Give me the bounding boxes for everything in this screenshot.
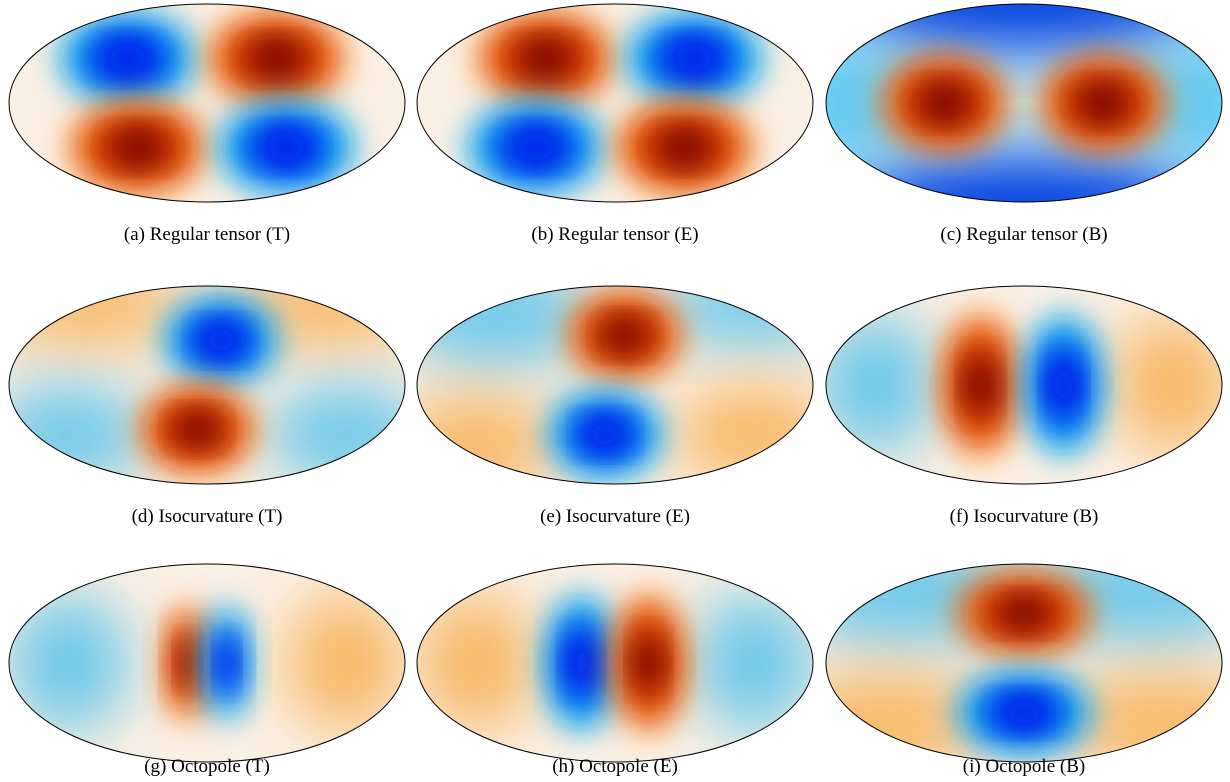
blob-core — [1000, 698, 1048, 727]
caption: (a) Regular tensor (T) — [124, 224, 290, 245]
blob-core — [1050, 360, 1078, 410]
sky-map — [9, 564, 405, 762]
caption: (b) Regular tensor (E) — [531, 224, 698, 245]
sky-map — [9, 4, 405, 202]
map-outline — [825, 3, 1223, 203]
soft-blob — [674, 385, 813, 484]
soft-blob — [1142, 43, 1222, 163]
soft-blob — [654, 286, 813, 346]
blob-core — [218, 643, 235, 683]
blob-core — [262, 131, 310, 164]
soft-blob — [286, 593, 405, 733]
soft-blob — [694, 593, 813, 733]
blob-core — [252, 42, 301, 75]
soft-blob — [417, 394, 556, 484]
blob-core — [177, 414, 217, 445]
blob-core — [585, 419, 625, 450]
sky-map — [826, 4, 1222, 202]
blob-core — [201, 325, 241, 356]
map-background — [9, 4, 405, 202]
soft-blob — [826, 672, 985, 762]
caption: (i) Octopole (B) — [963, 756, 1085, 777]
soft-blob — [826, 43, 906, 163]
blob-core — [521, 42, 570, 75]
soft-blob — [1113, 315, 1222, 455]
map-outline — [416, 3, 814, 203]
blob — [845, 4, 1203, 49]
blob-core — [1081, 86, 1126, 120]
blob-core — [966, 360, 994, 410]
blob-core — [670, 42, 718, 75]
blob-core — [104, 42, 152, 75]
map-background — [417, 4, 813, 202]
blob-core — [179, 643, 196, 683]
caption: (e) Isocurvature (E) — [540, 506, 690, 527]
blob-core — [922, 86, 967, 120]
map-outline — [8, 285, 406, 485]
soft-blob — [826, 315, 935, 455]
caption: (d) Isocurvature (T) — [132, 506, 283, 527]
caption: (g) Octopole (T) — [144, 756, 270, 777]
blob-core — [635, 639, 662, 687]
caption: (h) Octopole (E) — [552, 756, 678, 777]
blob-core — [660, 131, 709, 164]
soft-blob — [9, 593, 128, 733]
sky-map — [417, 4, 813, 202]
soft-blob — [266, 385, 405, 484]
sky-map — [417, 286, 813, 484]
soft-blob — [417, 593, 536, 733]
map-outline — [825, 285, 1223, 485]
map-outline — [8, 3, 406, 203]
blob-core — [605, 320, 645, 351]
caption: (c) Regular tensor (B) — [940, 224, 1107, 245]
sky-map — [826, 286, 1222, 484]
sky-map — [417, 564, 813, 762]
blob-core — [113, 131, 162, 164]
soft-blob — [417, 286, 596, 366]
blob-core — [512, 131, 560, 164]
blob-core — [1000, 599, 1048, 628]
caption: (f) Isocurvature (B) — [950, 506, 1099, 527]
sky-map — [826, 564, 1222, 762]
map-outline — [825, 563, 1223, 763]
map-outline — [416, 285, 814, 485]
blob — [845, 157, 1203, 202]
map-outline — [8, 563, 406, 763]
blob-core — [568, 639, 595, 687]
sky-map — [9, 286, 405, 484]
map-outline — [416, 563, 814, 763]
